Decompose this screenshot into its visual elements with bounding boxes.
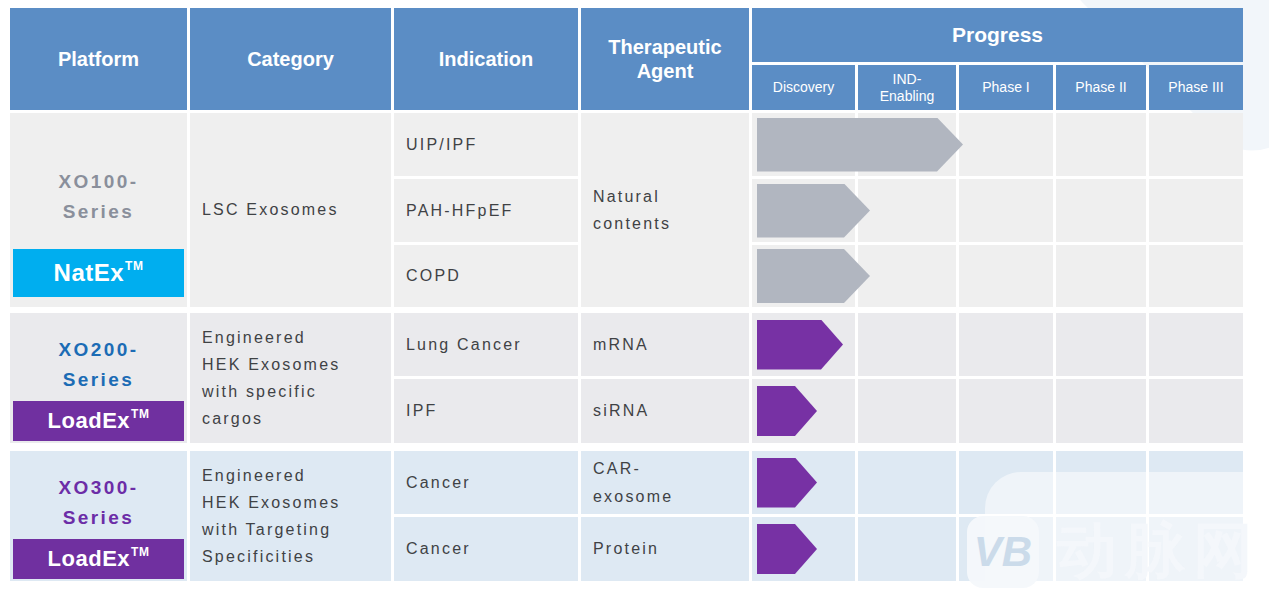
watermark: VB 动脉网 xyxy=(967,511,1261,592)
tm-mark: TM xyxy=(125,260,143,272)
agent-cell: CAR- exosome xyxy=(581,451,749,514)
progress-cell xyxy=(1149,313,1243,376)
agent-cell: mRNA xyxy=(581,313,749,376)
progress-arrow xyxy=(757,184,870,238)
progress-cell xyxy=(959,379,1053,443)
progress-cell xyxy=(1056,313,1146,376)
progress-cell xyxy=(1056,379,1146,443)
progress-cell xyxy=(1056,245,1146,307)
progress-cell xyxy=(858,313,956,376)
progress-arrow xyxy=(757,524,817,574)
stage-header-discovery: Discovery xyxy=(752,65,855,110)
progress-cell xyxy=(1149,179,1243,242)
progress-cell xyxy=(858,179,956,242)
indication-cell: UIP/IPF xyxy=(394,113,578,176)
category-cell: Engineered HEK Exosomes with Targeting S… xyxy=(190,451,391,581)
badge-label: NatEx xyxy=(54,253,125,294)
badge-label: LoadEx xyxy=(48,540,130,577)
progress-cell xyxy=(858,245,956,307)
progress-arrow xyxy=(757,320,843,370)
progress-cell xyxy=(752,245,855,307)
progress-cell xyxy=(752,517,855,581)
progress-cell xyxy=(858,451,956,514)
progress-arrow xyxy=(757,386,817,436)
watermark-text: 动脉网 xyxy=(1057,511,1261,592)
platform-cell-xo200: XO200- Series LoadExTM xyxy=(10,313,187,443)
vb-logo-icon: VB xyxy=(967,516,1039,588)
tm-mark: TM xyxy=(131,408,149,420)
indication-cell: COPD xyxy=(394,245,578,307)
progress-cell xyxy=(752,451,855,514)
progress-cell xyxy=(752,113,855,176)
col-header-category: Category xyxy=(190,8,391,110)
progress-header: Progress xyxy=(752,8,1243,62)
progress-cell xyxy=(752,379,855,443)
progress-cell xyxy=(858,379,956,443)
loadex-badge: LoadExTM xyxy=(13,401,184,441)
progress-cell xyxy=(1149,245,1243,307)
indication-cell: Cancer xyxy=(394,517,578,581)
tm-mark: TM xyxy=(131,546,149,558)
progress-cell xyxy=(752,179,855,242)
agent-cell: Natural contents xyxy=(581,113,749,307)
progress-cell xyxy=(959,245,1053,307)
progress-cell xyxy=(959,113,1053,176)
series-label: XO100- Series xyxy=(59,167,139,228)
progress-cell xyxy=(1149,379,1243,443)
progress-cell xyxy=(959,313,1053,376)
progress-cell xyxy=(1056,113,1146,176)
stage-header-phase-2: Phase II xyxy=(1056,65,1146,110)
agent-cell: siRNA xyxy=(581,379,749,443)
progress-arrow xyxy=(757,458,817,508)
progress-cell xyxy=(1056,179,1146,242)
badge-label: LoadEx xyxy=(48,402,130,439)
indication-cell: Lung Cancer xyxy=(394,313,578,376)
col-header-therapeutic-agent: Therapeutic Agent xyxy=(581,8,749,110)
platform-cell-xo100: XO100- Series NatExTM xyxy=(10,113,187,307)
stage-header-phase-1: Phase I xyxy=(959,65,1053,110)
progress-arrow xyxy=(757,249,870,303)
col-header-platform: Platform xyxy=(10,8,187,110)
stage-header-phase-3: Phase III xyxy=(1149,65,1243,110)
series-label: XO300- Series xyxy=(59,473,139,534)
col-header-indication: Indication xyxy=(394,8,578,110)
category-cell: Engineered HEK Exosomes with specific ca… xyxy=(190,313,391,443)
indication-cell: PAH-HFpEF xyxy=(394,179,578,242)
platform-cell-xo300: XO300- Series LoadExTM xyxy=(10,451,187,581)
indication-cell: Cancer xyxy=(394,451,578,514)
progress-cell xyxy=(858,517,956,581)
loadex-badge: LoadExTM xyxy=(13,539,184,579)
progress-cell xyxy=(752,313,855,376)
progress-cell xyxy=(1149,113,1243,176)
series-label: XO200- Series xyxy=(59,335,139,396)
indication-cell: IPF xyxy=(394,379,578,443)
natex-badge: NatExTM xyxy=(13,249,184,297)
progress-cell xyxy=(959,179,1053,242)
category-cell: LSC Exosomes xyxy=(190,113,391,307)
agent-cell: Protein xyxy=(581,517,749,581)
progress-arrow xyxy=(757,118,963,172)
stage-header-ind-enabling: IND- Enabling xyxy=(858,65,956,110)
